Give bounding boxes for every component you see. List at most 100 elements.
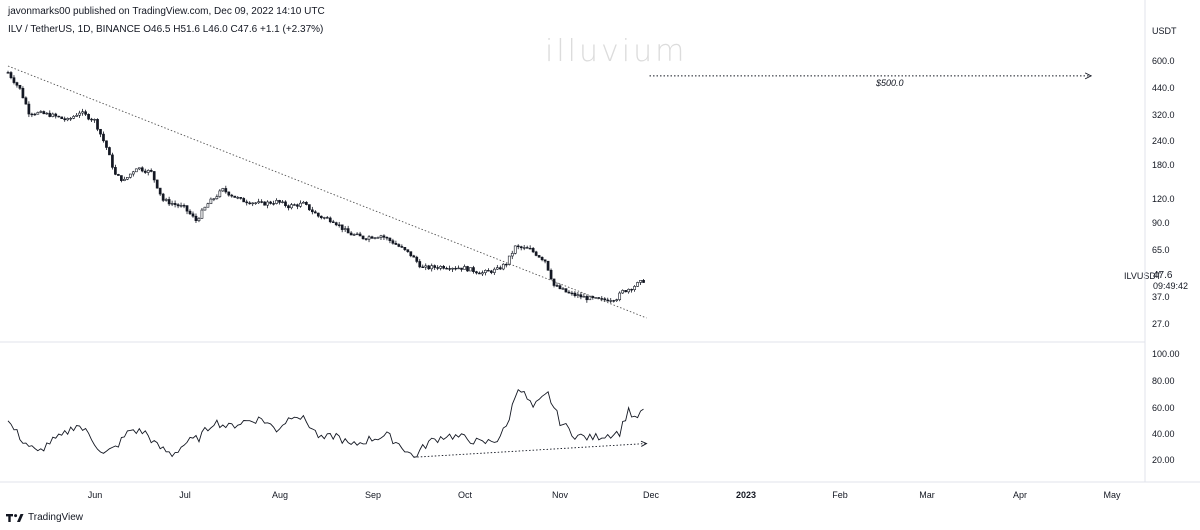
candle-body	[284, 201, 287, 207]
candle-body	[111, 154, 114, 168]
candle-body	[537, 255, 541, 258]
candle-body	[102, 133, 105, 142]
candle-body	[487, 270, 490, 272]
candle-body	[33, 113, 37, 116]
candle-body	[99, 128, 102, 135]
candle-body	[564, 288, 568, 293]
candle-body	[140, 167, 144, 172]
indicator-tick-label: 60.00	[1152, 403, 1175, 413]
candle-body	[269, 201, 272, 204]
candle-body	[427, 265, 431, 270]
candle-body	[624, 290, 627, 293]
candle-body	[81, 111, 84, 114]
candle-body	[54, 113, 58, 117]
candle-body	[430, 265, 434, 270]
candle-body	[445, 267, 448, 270]
candle-body	[299, 202, 302, 207]
candle-body	[164, 199, 168, 201]
candle-body	[167, 199, 171, 205]
candle-body	[233, 195, 237, 198]
candle-body	[48, 112, 52, 117]
candle-body	[364, 238, 368, 240]
candle-body	[549, 269, 553, 280]
candle-body	[149, 170, 153, 172]
candle-body	[421, 266, 425, 268]
price-tick-label: 180.0	[1152, 160, 1175, 170]
candle-body	[254, 202, 257, 204]
candle-body	[152, 171, 156, 181]
candle-body	[66, 118, 70, 121]
candle-body	[406, 249, 410, 252]
candle-body	[221, 188, 225, 192]
candle-body	[45, 112, 49, 115]
candle-body	[567, 291, 571, 294]
candle-body	[215, 196, 219, 200]
candle-body	[561, 288, 565, 290]
candle-body	[176, 204, 180, 207]
indicator-tick-label: 20.00	[1152, 455, 1175, 465]
candle-body	[519, 246, 523, 249]
candle-body	[15, 82, 19, 86]
candle-body	[87, 114, 90, 120]
candle-body	[93, 119, 96, 121]
candle-body	[493, 268, 496, 273]
candle-body	[185, 205, 189, 212]
candle-body	[355, 233, 359, 236]
bar-countdown-label: 09:49:42	[1153, 281, 1189, 291]
candle-body	[454, 267, 457, 270]
month-tick-label: Apr	[1012, 490, 1028, 500]
candle-body	[642, 280, 645, 283]
candle-body	[370, 236, 374, 239]
month-tick-label: Mar	[919, 490, 935, 500]
candle-body	[30, 113, 34, 116]
candle-body	[239, 197, 243, 199]
candle-body	[134, 168, 138, 173]
candle-body	[472, 267, 475, 272]
candle-body	[513, 245, 517, 254]
candle-body	[260, 201, 263, 203]
candle-body	[108, 147, 111, 156]
candle-body	[340, 224, 344, 230]
candle-body	[155, 179, 159, 189]
candle-body	[579, 294, 583, 298]
candle-body	[367, 236, 371, 240]
candle-body	[621, 290, 625, 294]
candle-body	[469, 267, 472, 272]
candle-body	[206, 203, 210, 208]
candle-body	[257, 201, 260, 204]
candle-body	[418, 261, 422, 268]
candle-body	[203, 206, 207, 211]
month-tick-label: May	[1103, 490, 1121, 500]
candle-body	[227, 191, 231, 196]
candle-body	[290, 204, 293, 209]
candle-body	[126, 177, 129, 180]
candle-body	[346, 228, 350, 234]
candle-body	[525, 247, 529, 249]
candle-body	[391, 240, 395, 244]
candle-body	[328, 217, 332, 223]
candle-body	[128, 173, 132, 178]
candle-body	[466, 266, 469, 272]
price-tick-label: 37.0	[1152, 292, 1170, 302]
candle-body	[585, 296, 589, 301]
candle-body	[51, 113, 55, 117]
candle-body	[522, 247, 526, 249]
candle-body	[543, 259, 547, 262]
candle-body	[606, 299, 610, 302]
candle-body	[18, 84, 22, 89]
candle-body	[394, 242, 398, 245]
candle-body	[308, 204, 311, 211]
candle-body	[12, 77, 16, 83]
candle-body	[424, 265, 428, 268]
candle-body	[636, 282, 639, 287]
price-tick-label: 65.0	[1152, 245, 1170, 255]
month-tick-label: Sep	[364, 490, 382, 500]
month-tick-label: Dec	[642, 490, 660, 500]
candle-body	[96, 119, 99, 130]
candle-body	[597, 297, 601, 299]
candle-body	[531, 248, 535, 253]
candle-body	[334, 222, 338, 226]
candle-body	[540, 256, 544, 261]
candle-body	[463, 266, 466, 270]
